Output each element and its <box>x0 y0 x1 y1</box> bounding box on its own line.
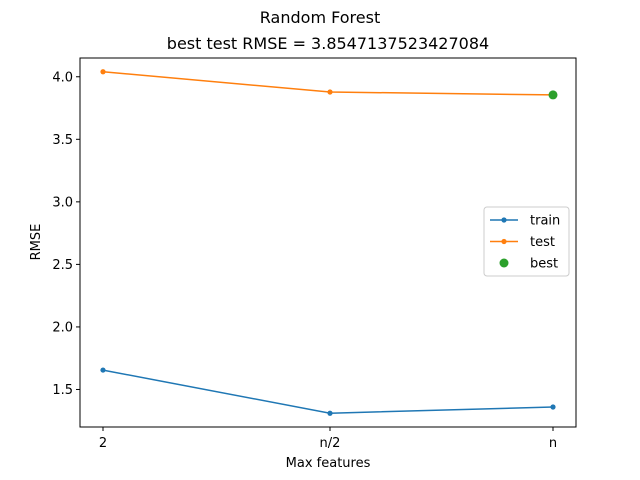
best-point <box>548 90 558 100</box>
chart-title: best test RMSE = 3.8547137523427084 <box>167 34 489 53</box>
y-axis: 1.5 2.0 2.5 3.0 3.5 4.0 <box>52 70 80 398</box>
series-layer <box>100 69 558 416</box>
legend-swatch-marker <box>501 217 507 223</box>
y-tick-label: 2.5 <box>52 258 73 273</box>
legend-label: best <box>530 257 558 272</box>
legend-swatch-marker <box>501 238 507 245</box>
series-point-train <box>100 367 106 373</box>
x-tick-label: 2 <box>99 436 107 451</box>
x-tick-label: n <box>549 436 557 451</box>
y-tick-label: 4.0 <box>52 70 73 85</box>
x-axis-label: Max features <box>286 456 371 471</box>
series-point-train <box>550 404 556 410</box>
plot-area <box>79 57 577 428</box>
legend-label: test <box>530 235 555 250</box>
chart-suptitle: Random Forest <box>260 8 380 27</box>
y-axis-label: RMSE <box>29 224 44 261</box>
series-point-test <box>100 69 106 75</box>
y-tick-label: 1.5 <box>52 383 73 398</box>
y-tick-label: 3.0 <box>52 195 73 210</box>
series-line-train <box>102 369 554 414</box>
y-tick-label: 2.0 <box>52 320 73 335</box>
x-tick-label: n/2 <box>320 436 341 451</box>
legend-label: train <box>530 214 560 229</box>
x-axis: 2 n/2 n <box>99 427 557 451</box>
legend: train test best <box>483 206 570 277</box>
y-tick-label: 3.5 <box>52 133 73 148</box>
series-point-train <box>327 410 333 416</box>
series-point-test <box>327 89 333 95</box>
legend-swatch-marker <box>499 258 509 268</box>
